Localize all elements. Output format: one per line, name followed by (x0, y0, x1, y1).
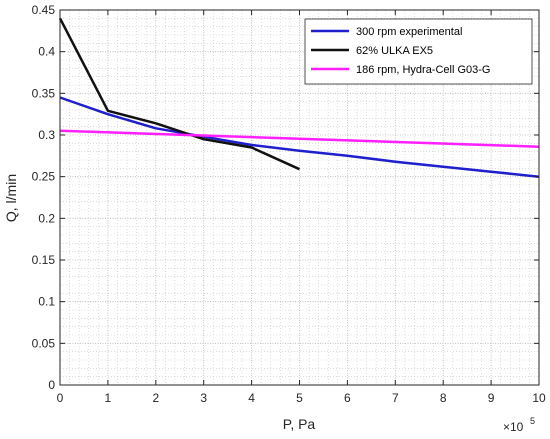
tick-labels: 0 1 2 3 4 5 6 7 8 9 10 0 0.05 0.1 0.15 0.2 0.25 0.3 0.35 0.… (32, 3, 546, 405)
y-tick-label: 0.3 (38, 128, 55, 142)
y-tick-label: 0.45 (32, 3, 56, 17)
legend: 300 rpm experimental 62% ULKA EX5 186 rpm,… (304, 18, 533, 85)
x-tick-label: 2 (152, 391, 159, 405)
x-tick-label: 9 (488, 391, 495, 405)
x-tick-label: 8 (440, 391, 447, 405)
y-tick-label: 0.35 (32, 86, 56, 100)
series-line-3 (59, 129, 540, 148)
x-tick-label: 1 (105, 391, 112, 405)
x-tick-label: 6 (344, 391, 351, 405)
legend-label-3: 186 rpm, Hydra-Cell G03-G (356, 64, 491, 76)
x-exponent-power: 5 (530, 416, 535, 426)
y-tick-label: 0.4 (38, 45, 55, 59)
series-line-2 (58, 17, 301, 171)
y-axis-label: Q, l/min (3, 174, 19, 222)
x-exponent-base: ×10 (503, 420, 524, 434)
x-exponent: ×10 5 (503, 416, 535, 434)
legend-label-2: 62% ULKA EX5 (356, 45, 433, 57)
x-tick-label: 5 (296, 391, 303, 405)
legend-label-1: 300 rpm experimental (356, 26, 462, 38)
y-tick-label: 0.2 (38, 211, 55, 225)
x-tick-label: 3 (200, 391, 207, 405)
x-tick-label: 4 (248, 391, 255, 405)
x-tick-label: 10 (532, 391, 546, 405)
series-line-1 (59, 96, 540, 178)
x-tick-label: 0 (57, 391, 64, 405)
y-tick-label: 0.05 (32, 336, 56, 350)
y-tick-label: 0.25 (32, 170, 56, 184)
y-tick-label: 0.15 (32, 253, 56, 267)
x-tick-label: 7 (392, 391, 399, 405)
y-tick-label: 0.1 (38, 295, 55, 309)
minor-grid (60, 10, 539, 385)
series-layer (58, 17, 540, 178)
y-tick-label: 0 (48, 378, 55, 392)
axis-ticks (59, 9, 540, 386)
x-axis-label: P, Pa (283, 416, 316, 432)
